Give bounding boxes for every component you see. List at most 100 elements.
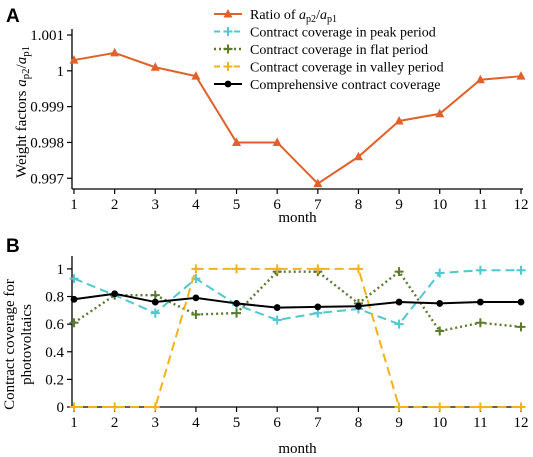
x-tick-label: 10 <box>432 415 447 431</box>
series-line <box>74 267 521 408</box>
x-tick-label: 9 <box>395 197 403 213</box>
data-point <box>232 137 242 146</box>
legend-item: Contract coverage in flat period <box>214 43 428 58</box>
data-point <box>272 264 282 274</box>
data-point <box>475 318 485 328</box>
x-tick-label: 8 <box>355 415 363 431</box>
data-point <box>69 274 79 284</box>
data-point <box>516 402 526 412</box>
x-tick-label: 1 <box>70 415 78 431</box>
y-axis-label: Contract coverage forphotovoltaics <box>2 279 35 410</box>
x-tick-label: 3 <box>152 197 160 213</box>
data-point <box>150 308 160 318</box>
y-tick-label: 0.998 <box>30 135 64 151</box>
data-point <box>313 178 323 188</box>
data-point <box>394 402 404 412</box>
x-tick-label: 10 <box>432 197 447 213</box>
legend-label: Comprehensive contract coverage <box>250 78 440 93</box>
legend-marker <box>223 62 233 71</box>
data-point <box>353 264 363 274</box>
data-point <box>150 290 160 300</box>
x-tick-label: 11 <box>473 415 487 431</box>
data-point <box>232 264 242 274</box>
y-tick-label: 0.999 <box>30 100 64 116</box>
x-tick-label: 7 <box>314 415 322 431</box>
x-tick-label: 6 <box>273 197 281 213</box>
data-point <box>151 298 159 306</box>
data-point <box>69 55 79 64</box>
data-point <box>272 137 282 146</box>
y-tick-label: 0 <box>57 400 65 416</box>
data-point <box>150 402 160 412</box>
legend-marker <box>223 27 233 36</box>
x-axis-label: month <box>278 210 317 226</box>
y-tick-label: 1.001 <box>30 28 64 44</box>
chart-panel-b: 00.20.40.60.811 2 3 4 5 6 7 8 9 10 11 12monthContra… <box>2 256 529 457</box>
data-point <box>475 402 485 412</box>
data-point <box>517 298 525 306</box>
x-tick-label: 7 <box>314 197 322 213</box>
data-point <box>111 290 119 298</box>
x-tick-label: 6 <box>273 415 281 431</box>
data-point <box>69 318 79 328</box>
series-line <box>73 292 521 309</box>
data-point <box>273 304 281 311</box>
series-contract-coverage-in-flat-period <box>69 267 526 336</box>
data-point <box>435 402 445 412</box>
y-tick-label: 0.997 <box>30 171 64 187</box>
x-tick-label: 5 <box>233 197 241 213</box>
x-tick-label: 8 <box>355 197 363 213</box>
x-tick-label: 11 <box>473 197 487 213</box>
y-tick-label: 0.8 <box>45 290 64 306</box>
legend-item: Ratio of ap2/ap1 <box>214 8 337 25</box>
data-point <box>355 302 362 310</box>
legend-label: Contract coverage in peak period <box>250 26 436 41</box>
data-point <box>192 294 200 302</box>
series-line <box>73 269 521 326</box>
x-tick-label: 5 <box>233 415 241 431</box>
data-point <box>110 402 120 412</box>
y-axis-label: Weight factors ap2/ap1 <box>14 46 32 178</box>
data-point <box>395 298 403 306</box>
data-point <box>272 315 282 325</box>
x-tick-label: 12 <box>514 197 529 213</box>
x-tick-label: 3 <box>152 415 160 431</box>
legend-item: Comprehensive contract coverage <box>214 78 440 93</box>
x-axis-label: month <box>278 441 317 457</box>
x-tick-label: 12 <box>514 415 529 431</box>
y-tick-label: 0.2 <box>45 372 64 388</box>
y-tick-label: 1 <box>57 64 65 80</box>
data-point <box>69 402 79 412</box>
legend-label: Ratio of ap2/ap1 <box>250 8 337 25</box>
data-point <box>191 309 201 319</box>
data-point <box>435 108 445 118</box>
legend-marker <box>224 80 232 88</box>
data-point <box>394 115 404 125</box>
data-point <box>353 151 363 161</box>
x-tick-label: 2 <box>111 197 119 213</box>
legend-label: Contract coverage in flat period <box>250 43 428 58</box>
data-point <box>150 62 160 71</box>
x-tick-label: 4 <box>192 415 200 431</box>
y-tick-label: 1 <box>57 262 65 278</box>
x-tick-label: 1 <box>70 197 78 213</box>
legend-marker <box>223 9 233 18</box>
data-point <box>435 268 445 278</box>
data-point <box>435 326 445 336</box>
series-comprehensive-contract-coverage <box>70 290 525 311</box>
data-point <box>70 295 78 303</box>
panel-label-b: B <box>6 236 20 257</box>
panel-label-a: A <box>6 6 20 27</box>
data-point <box>191 71 201 80</box>
data-point <box>191 264 201 274</box>
legend-marker <box>223 44 233 54</box>
data-point <box>314 303 322 311</box>
y-tick-label: 0.6 <box>45 317 64 333</box>
data-point <box>475 265 485 275</box>
series-line <box>73 51 522 185</box>
data-point <box>476 298 484 306</box>
data-point <box>516 71 526 80</box>
